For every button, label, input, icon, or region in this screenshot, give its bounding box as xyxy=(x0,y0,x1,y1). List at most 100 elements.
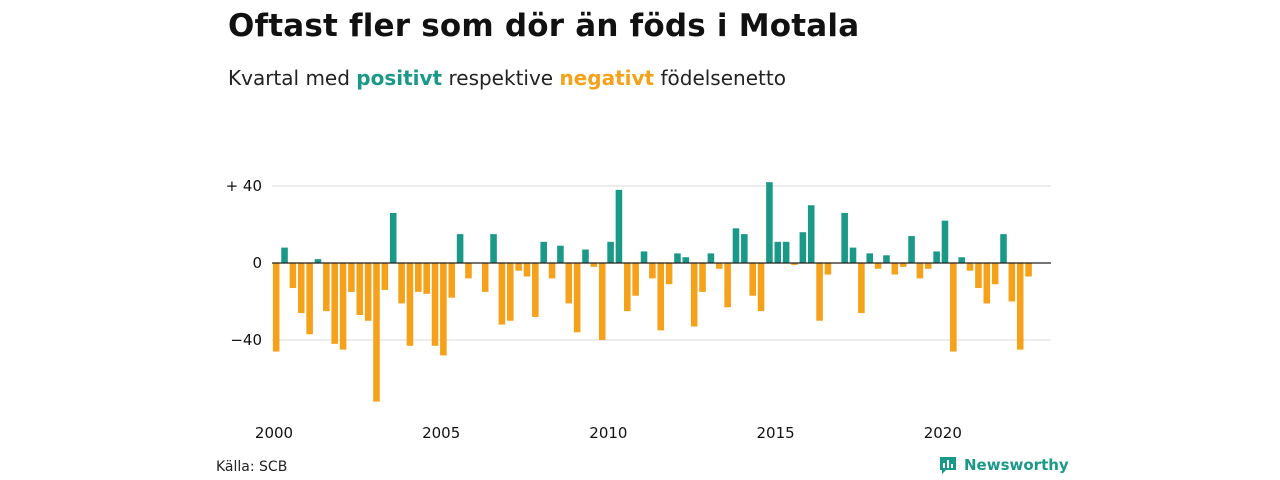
bar xyxy=(774,241,782,263)
bar xyxy=(983,263,991,304)
bar xyxy=(490,234,497,264)
bar xyxy=(272,263,280,352)
bar xyxy=(807,205,815,263)
newsworthy-logo-icon xyxy=(940,457,956,474)
bar xyxy=(958,257,965,264)
bar xyxy=(415,263,422,292)
bar xyxy=(389,212,397,263)
bar xyxy=(540,241,547,263)
bar xyxy=(607,241,614,263)
bar xyxy=(590,263,598,267)
bar xyxy=(1008,263,1016,302)
bar xyxy=(440,263,447,356)
bar xyxy=(323,263,330,312)
bar xyxy=(348,263,355,292)
bar xyxy=(665,263,673,285)
bar xyxy=(674,253,681,264)
bar xyxy=(866,253,874,264)
bar xyxy=(858,263,865,314)
bar xyxy=(598,263,606,340)
bar xyxy=(975,263,982,289)
bar xyxy=(314,259,322,263)
y-tick-label: −40 xyxy=(230,331,262,349)
y-tick-label: + 40 xyxy=(226,177,262,195)
bar xyxy=(532,263,539,317)
bar xyxy=(715,263,723,269)
bar xyxy=(950,263,957,352)
newsworthy-logo: Newsworthy xyxy=(938,455,1069,475)
bar xyxy=(481,263,489,292)
bar xyxy=(966,263,974,271)
bar xyxy=(732,228,740,263)
bar xyxy=(373,263,380,402)
bar xyxy=(657,263,665,331)
source-note: Källa: SCB xyxy=(216,459,288,475)
bar xyxy=(991,263,999,285)
bar xyxy=(523,263,531,277)
chart-subtitle: Kvartal med positivt respektive negativt… xyxy=(228,66,786,90)
bar xyxy=(749,263,756,296)
x-tick-label: 2005 xyxy=(422,424,460,442)
bar xyxy=(874,263,882,269)
bar xyxy=(791,263,798,265)
bar xyxy=(423,263,430,294)
bar xyxy=(1025,263,1032,277)
subtitle-suffix: födelsenetto xyxy=(654,66,786,90)
bar xyxy=(431,263,439,346)
bar xyxy=(924,263,932,269)
bar xyxy=(766,182,773,263)
subtitle-middle: respektive xyxy=(442,66,560,90)
bar xyxy=(640,251,648,263)
bar xyxy=(356,263,364,315)
chart-title: Oftast fler som dör än föds i Motala xyxy=(228,8,860,44)
bar xyxy=(883,255,890,263)
bar xyxy=(306,263,313,335)
bar xyxy=(682,257,690,264)
x-tick-label: 2010 xyxy=(589,424,627,442)
bar xyxy=(331,263,338,344)
bar xyxy=(690,263,698,327)
bar xyxy=(364,263,372,321)
bar xyxy=(707,253,715,264)
bar xyxy=(916,263,924,279)
bar xyxy=(289,263,297,289)
bar xyxy=(624,263,631,312)
bar xyxy=(908,236,915,263)
bar xyxy=(548,263,556,279)
bar xyxy=(782,241,790,263)
bar xyxy=(1016,263,1024,350)
bar xyxy=(632,263,639,296)
bar xyxy=(456,234,464,264)
bar xyxy=(724,263,731,308)
bar xyxy=(498,263,506,325)
bar xyxy=(582,249,589,263)
bar xyxy=(849,247,857,263)
bar xyxy=(515,263,522,271)
bar xyxy=(398,263,405,304)
x-tick-label: 2020 xyxy=(924,424,962,442)
logo-text: Newsworthy xyxy=(964,456,1069,474)
bar xyxy=(339,263,347,350)
bar xyxy=(1000,234,1007,264)
subtitle-negative: negativt xyxy=(559,66,655,90)
bar xyxy=(465,263,472,279)
bar xyxy=(565,263,573,304)
bar xyxy=(573,263,581,333)
bar xyxy=(649,263,656,279)
bar xyxy=(757,263,765,312)
y-tick-label: 0 xyxy=(252,254,262,272)
bar xyxy=(824,263,832,275)
bar xyxy=(899,263,907,267)
bar xyxy=(281,247,288,263)
subtitle-positive: positivt xyxy=(356,66,443,90)
bar xyxy=(506,263,514,321)
bar xyxy=(941,220,949,263)
bar xyxy=(381,263,389,290)
bar xyxy=(406,263,414,346)
subtitle-prefix: Kvartal med xyxy=(228,66,357,90)
bar xyxy=(816,263,823,321)
x-tick-label: 2015 xyxy=(757,424,795,442)
bar xyxy=(297,263,305,314)
bar xyxy=(557,245,564,263)
